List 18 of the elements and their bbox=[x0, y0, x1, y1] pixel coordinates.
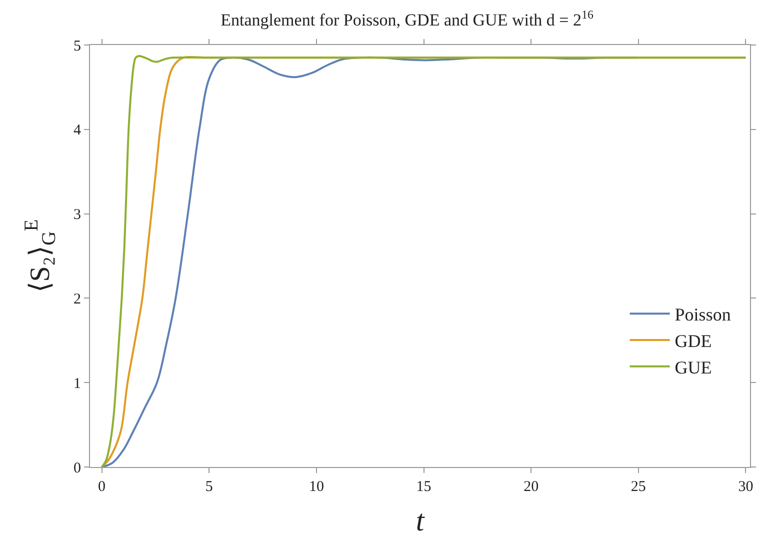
x-tick-label: 15 bbox=[416, 479, 432, 495]
legend-label: GUE bbox=[674, 357, 712, 378]
y-tick-label: 1 bbox=[74, 376, 81, 392]
x-tick-label: 25 bbox=[630, 479, 646, 495]
chart-title: Entanglement for Poisson, GDE and GUE with d = 2$^{16}$ bbox=[220, 7, 594, 30]
x-axis-title: t bbox=[416, 504, 425, 538]
y-tick-label: 3 bbox=[74, 207, 81, 224]
y-tick-label: 4 bbox=[74, 122, 82, 139]
x-tick-label: 5 bbox=[205, 479, 213, 495]
legend-label: Poisson bbox=[674, 304, 731, 325]
x-tick-label: 30 bbox=[738, 479, 754, 495]
legend-label: GDE bbox=[674, 331, 712, 352]
x-tick-label: 0 bbox=[98, 479, 106, 495]
y-tick-label: 5 bbox=[74, 38, 81, 54]
x-tick-label: 10 bbox=[308, 479, 324, 495]
y-tick-label: 2 bbox=[74, 291, 81, 308]
x-tick-label: 20 bbox=[524, 479, 539, 495]
y-tick-label: 0 bbox=[74, 460, 81, 476]
